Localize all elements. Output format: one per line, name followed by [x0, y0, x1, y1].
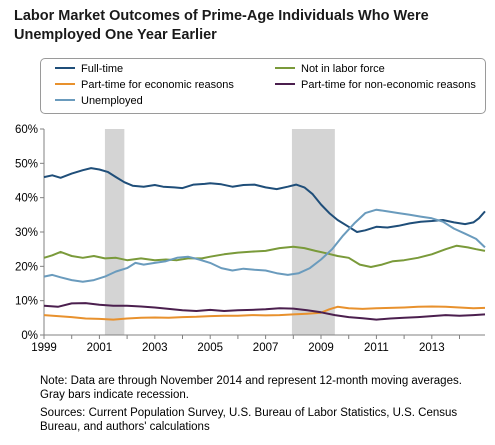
recession-bar: [291, 129, 335, 335]
legend-swatch: [275, 67, 295, 70]
legend-swatch: [55, 67, 75, 70]
line-chart: 0% 10% 20% 30% 40% 50% 60% 1999 2001 2003 2005 2007…: [15, 124, 486, 354]
legend-item-unemployed: Unemployed: [55, 95, 143, 108]
recession-bar: [104, 129, 125, 335]
legend-label: Part-time for non-economic reasons: [301, 79, 476, 91]
y-tick-label: 20%: [15, 261, 38, 273]
y-tick-label: 0%: [21, 330, 38, 342]
x-tick-label: 2001: [87, 342, 113, 354]
y-tick-label: 60%: [15, 124, 38, 136]
legend-item-full-time: Full-time: [55, 63, 123, 76]
series-line-unemployed: [43, 208, 486, 283]
series-line-part-time-for-non-economic-reasons: [43, 302, 486, 321]
x-tick-label: 2007: [253, 342, 279, 354]
legend-label: Full-time: [81, 63, 124, 75]
legend-swatch: [55, 83, 75, 86]
x-tick-label: 2003: [142, 342, 168, 354]
legend-item-not-in-labor-force: Not in labor force: [275, 63, 385, 76]
notes: Note: Data are through November 2014 and…: [40, 374, 490, 438]
y-tick-label: 10%: [15, 296, 38, 308]
legend-label: Unemployed: [81, 95, 143, 107]
y-tick-label: 50%: [15, 158, 38, 170]
sources-text: Sources: Current Population Survey, U.S.…: [40, 407, 458, 433]
chart-title-line-2: Unemployed One Year Earlier: [14, 27, 217, 43]
legend-swatch: [275, 83, 295, 86]
chart-title: Labor Market Outcomes of Prime-Age Indiv…: [14, 7, 484, 45]
legend-label: Not in labor force: [301, 63, 385, 75]
y-tick-label: 30%: [15, 227, 38, 239]
x-tick-label: 2013: [419, 342, 445, 354]
legend-item-part-time-non-economic: Part-time for non-economic reasons: [275, 79, 476, 92]
legend-item-part-time-economic: Part-time for economic reasons: [55, 79, 234, 92]
legend-swatch: [55, 99, 75, 102]
series-line-full-time: [43, 167, 486, 233]
x-tick-label: 2009: [308, 342, 334, 354]
series-line-not-in-labor-force: [43, 244, 486, 268]
y-tick-label: 40%: [15, 193, 38, 205]
x-tick-label: 2011: [364, 342, 389, 354]
series-line-part-time-for-economic-reasons: [43, 305, 486, 321]
note-text: Note: Data are through November 2014 and…: [40, 375, 462, 401]
legend-label: Part-time for economic reasons: [81, 79, 234, 91]
legend: Full-time Not in labor force Part-time f…: [40, 58, 486, 114]
x-tick-label: 2005: [197, 342, 223, 354]
chart-title-line-1: Labor Market Outcomes of Prime-Age Indiv…: [14, 8, 429, 24]
x-tick-label: 1999: [31, 342, 57, 354]
